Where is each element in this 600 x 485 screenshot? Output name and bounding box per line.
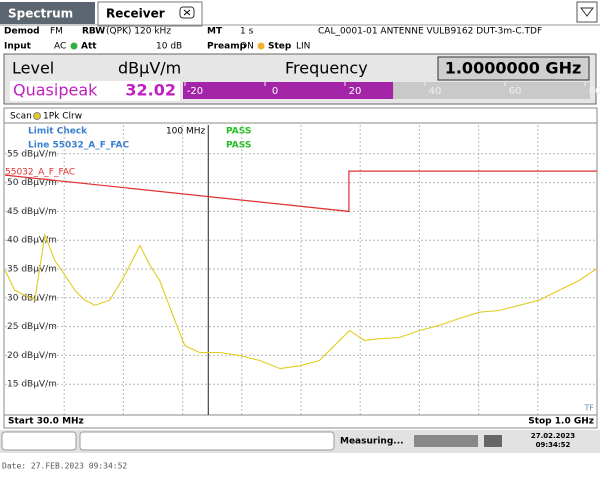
status-date: 27.02.2023 (531, 432, 575, 440)
status-field (1, 431, 77, 451)
setting-label: Preamp (207, 42, 247, 52)
setting-label: MT (207, 27, 223, 37)
status-field (79, 431, 335, 451)
start-frequency: Start 30.0 MHz (8, 417, 84, 427)
status-dot (257, 42, 265, 50)
activity-icon (484, 435, 502, 447)
y-tick-label: 55 dBµV/m (7, 149, 57, 159)
menu-icon-arrow (580, 7, 594, 17)
trace-name: 1Pk Clrw (43, 112, 82, 122)
setting-value: ON (240, 42, 254, 52)
detector-box (10, 81, 180, 101)
bar-tick-label: 80 (589, 86, 600, 97)
progress (414, 435, 478, 447)
y-tick-label: 50 dBµV/m (7, 178, 57, 188)
y-tick-label: 40 dBµV/m (7, 236, 57, 246)
limit-line-name: Line 55032_A_F_FAC (28, 141, 129, 151)
close-icon-x (183, 9, 191, 16)
graph-frame (3, 107, 598, 429)
setting-value: AC (54, 42, 66, 52)
status-dot (70, 42, 78, 50)
menu-icon[interactable] (576, 1, 598, 23)
setting-label: Att (81, 42, 97, 52)
setting-value: 1 s (240, 27, 254, 37)
setting-value: LIN (296, 42, 310, 52)
limit-check: Limit Check (28, 127, 88, 137)
frequency-value[interactable]: 1.0000000 GHz (445, 59, 582, 78)
y-tick-label: 20 dBµV/m (7, 351, 57, 361)
setting-value: FM (50, 27, 63, 37)
limit-result: PASS (226, 141, 251, 151)
status-state: Measuring... (340, 437, 404, 447)
marker-label: 100 MHz (166, 127, 206, 137)
setting-label: Input (4, 42, 32, 52)
tab[interactable]: Receiver (106, 7, 165, 21)
setting-value: (QPK) 120 kHz (106, 27, 171, 37)
transducer: CAL_0001-01 ANTENNE VULB9162 DUT-3m-C.TD… (318, 27, 542, 37)
footer: Date: 27.FEB.2023 09:34:52 (2, 462, 127, 471)
limit-line (4, 170, 597, 213)
limit-result: PASS (226, 127, 251, 137)
scan-mode: Scan (10, 112, 32, 122)
level-value: 32.02 (125, 81, 176, 100)
setting-value: 10 dB (156, 42, 182, 52)
corner-note: TF (584, 404, 595, 413)
tab-bg[interactable] (0, 2, 95, 24)
y-tick-label: 15 dBµV/m (7, 380, 57, 390)
frequency-label: Frequency (285, 59, 368, 78)
level-bar (183, 82, 394, 99)
level-unit: dBµV/m (118, 59, 181, 78)
y-tick-label: 45 dBµV/m (7, 207, 57, 217)
trace (4, 232, 598, 370)
setting-label: RBW (82, 27, 105, 37)
bar-tick-label: 20 (349, 86, 362, 97)
status-time: 09:34:52 (536, 441, 571, 449)
limit-line-label: 55032_A_F_FAC (5, 168, 75, 178)
trace-dot (33, 112, 41, 120)
bar-tick-label: -20 (187, 86, 203, 97)
bar-tick-label: 0 (272, 86, 278, 97)
setting-label: Demod (4, 27, 40, 37)
bar-tick-label: 40 (429, 86, 442, 97)
y-tick-label: 25 dBµV/m (7, 322, 57, 332)
y-tick-label: 35 dBµV/m (7, 265, 57, 275)
frequency-box[interactable] (437, 56, 590, 81)
stop-frequency: Stop 1.0 GHz (528, 417, 594, 427)
setting-label: Step (268, 42, 292, 52)
level-label: Level (12, 59, 54, 78)
detector: Quasipeak (13, 81, 98, 100)
bar-tick-label: 60 (509, 86, 522, 97)
tab[interactable]: Spectrum (8, 7, 73, 21)
